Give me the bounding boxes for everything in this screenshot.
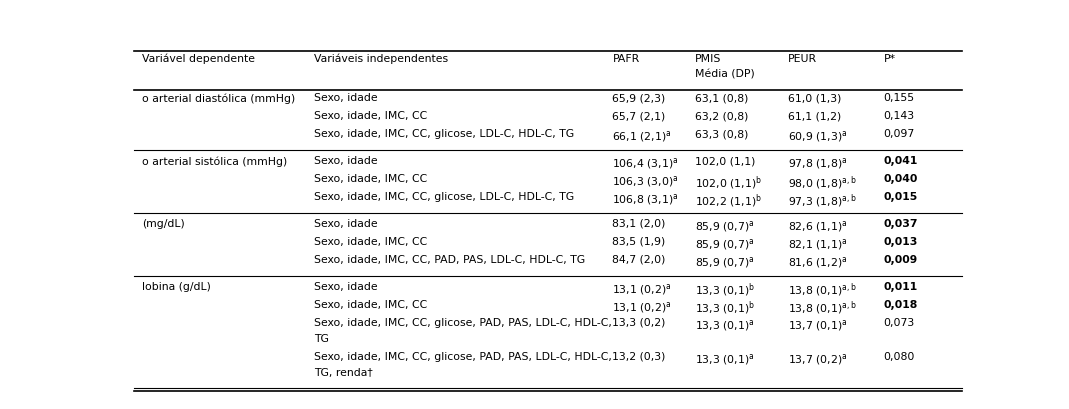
Text: 0,073: 0,073 — [883, 318, 915, 328]
Text: 0,013: 0,013 — [883, 237, 918, 247]
Text: PAFR: PAFR — [613, 54, 639, 64]
Text: 63,1 (0,8): 63,1 (0,8) — [695, 93, 748, 103]
Text: Sexo, idade: Sexo, idade — [314, 93, 377, 103]
Text: 13,3 (0,2): 13,3 (0,2) — [613, 318, 666, 328]
Text: 106,4 (3,1)$^{\mathrm{a}}$: 106,4 (3,1)$^{\mathrm{a}}$ — [613, 156, 679, 171]
Text: 13,3 (0,1)$^{\mathrm{a}}$: 13,3 (0,1)$^{\mathrm{a}}$ — [695, 352, 755, 367]
Text: 63,2 (0,8): 63,2 (0,8) — [695, 111, 748, 121]
Text: Sexo, idade: Sexo, idade — [314, 282, 377, 292]
Text: o arterial sistólica (mmHg): o arterial sistólica (mmHg) — [142, 156, 288, 166]
Text: 85,9 (0,7)$^{\mathrm{a}}$: 85,9 (0,7)$^{\mathrm{a}}$ — [695, 219, 755, 234]
Text: 63,3 (0,8): 63,3 (0,8) — [695, 129, 748, 139]
Text: 66,1 (2,1)$^{\mathrm{a}}$: 66,1 (2,1)$^{\mathrm{a}}$ — [613, 129, 672, 144]
Text: 81,6 (1,2)$^{\mathrm{a}}$: 81,6 (1,2)$^{\mathrm{a}}$ — [788, 255, 848, 270]
Text: Sexo, idade, IMC, CC, glicose, LDL-C, HDL-C, TG: Sexo, idade, IMC, CC, glicose, LDL-C, HD… — [314, 192, 574, 202]
Text: 102,0 (1,1)$^{\mathrm{b}}$: 102,0 (1,1)$^{\mathrm{b}}$ — [695, 174, 762, 192]
Text: Sexo, idade, IMC, CC, glicose, LDL-C, HDL-C, TG: Sexo, idade, IMC, CC, glicose, LDL-C, HD… — [314, 129, 574, 139]
Text: Sexo, idade, IMC, CC: Sexo, idade, IMC, CC — [314, 111, 428, 121]
Text: 82,6 (1,1)$^{\mathrm{a}}$: 82,6 (1,1)$^{\mathrm{a}}$ — [788, 219, 848, 234]
Text: (mg/dL): (mg/dL) — [142, 219, 185, 229]
Text: 13,1 (0,2)$^{\mathrm{a}}$: 13,1 (0,2)$^{\mathrm{a}}$ — [613, 282, 672, 297]
Text: 0,015: 0,015 — [883, 192, 917, 202]
Text: 0,037: 0,037 — [883, 219, 918, 229]
Text: 13,2 (0,3): 13,2 (0,3) — [613, 352, 666, 362]
Text: 0,018: 0,018 — [883, 300, 917, 310]
Text: 0,041: 0,041 — [883, 156, 918, 166]
Text: 83,5 (1,9): 83,5 (1,9) — [613, 237, 666, 247]
Text: 83,1 (2,0): 83,1 (2,0) — [613, 219, 666, 229]
Text: 13,7 (0,2)$^{\mathrm{a}}$: 13,7 (0,2)$^{\mathrm{a}}$ — [788, 352, 848, 367]
Text: 0,011: 0,011 — [883, 282, 917, 292]
Text: 0,143: 0,143 — [883, 111, 914, 121]
Text: 85,9 (0,7)$^{\mathrm{a}}$: 85,9 (0,7)$^{\mathrm{a}}$ — [695, 237, 755, 252]
Text: 0,155: 0,155 — [883, 93, 914, 103]
Text: Sexo, idade, IMC, CC, glicose, PAD, PAS, LDL-C, HDL-C,: Sexo, idade, IMC, CC, glicose, PAD, PAS,… — [314, 352, 613, 362]
Text: 0,009: 0,009 — [883, 255, 917, 265]
Text: 98,0 (1,8)$^{\mathrm{a,b}}$: 98,0 (1,8)$^{\mathrm{a,b}}$ — [788, 174, 856, 192]
Text: 13,8 (0,1)$^{\mathrm{a,b}}$: 13,8 (0,1)$^{\mathrm{a,b}}$ — [788, 282, 856, 299]
Text: 106,3 (3,0)$^{\mathrm{a}}$: 106,3 (3,0)$^{\mathrm{a}}$ — [613, 174, 679, 189]
Text: 13,1 (0,2)$^{\mathrm{a}}$: 13,1 (0,2)$^{\mathrm{a}}$ — [613, 300, 672, 315]
Text: TG: TG — [314, 334, 329, 344]
Text: TG, renda†: TG, renda† — [314, 368, 373, 378]
Text: 13,7 (0,1)$^{\mathrm{a}}$: 13,7 (0,1)$^{\mathrm{a}}$ — [788, 318, 848, 333]
Text: 13,8 (0,1)$^{\mathrm{a,b}}$: 13,8 (0,1)$^{\mathrm{a,b}}$ — [788, 300, 856, 317]
Text: 65,9 (2,3): 65,9 (2,3) — [613, 93, 666, 103]
Text: Variável dependente: Variável dependente — [142, 54, 254, 64]
Text: 65,7 (2,1): 65,7 (2,1) — [613, 111, 666, 121]
Text: 60,9 (1,3)$^{\mathrm{a}}$: 60,9 (1,3)$^{\mathrm{a}}$ — [788, 129, 848, 144]
Text: Sexo, idade, IMC, CC: Sexo, idade, IMC, CC — [314, 237, 428, 247]
Text: 13,3 (0,1)$^{\mathrm{a}}$: 13,3 (0,1)$^{\mathrm{a}}$ — [695, 318, 755, 333]
Text: 97,8 (1,8)$^{\mathrm{a}}$: 97,8 (1,8)$^{\mathrm{a}}$ — [788, 156, 848, 171]
Text: 61,1 (1,2): 61,1 (1,2) — [788, 111, 841, 121]
Text: o arterial diastólica (mmHg): o arterial diastólica (mmHg) — [142, 93, 295, 103]
Text: Sexo, idade: Sexo, idade — [314, 219, 377, 229]
Text: 61,0 (1,3): 61,0 (1,3) — [788, 93, 841, 103]
Text: PMIS: PMIS — [695, 54, 722, 64]
Text: Sexo, idade: Sexo, idade — [314, 156, 377, 166]
Text: 84,7 (2,0): 84,7 (2,0) — [613, 255, 666, 265]
Text: Sexo, idade, IMC, CC, PAD, PAS, LDL-C, HDL-C, TG: Sexo, idade, IMC, CC, PAD, PAS, LDL-C, H… — [314, 255, 586, 265]
Text: 82,1 (1,1)$^{\mathrm{a}}$: 82,1 (1,1)$^{\mathrm{a}}$ — [788, 237, 848, 252]
Text: Sexo, idade, IMC, CC: Sexo, idade, IMC, CC — [314, 300, 428, 310]
Text: lobina (g/dL): lobina (g/dL) — [142, 282, 211, 292]
Text: 102,2 (1,1)$^{\mathrm{b}}$: 102,2 (1,1)$^{\mathrm{b}}$ — [695, 192, 762, 210]
Text: 13,3 (0,1)$^{\mathrm{b}}$: 13,3 (0,1)$^{\mathrm{b}}$ — [695, 282, 756, 299]
Text: 85,9 (0,7)$^{\mathrm{a}}$: 85,9 (0,7)$^{\mathrm{a}}$ — [695, 255, 755, 270]
Text: 0,040: 0,040 — [883, 174, 918, 184]
Text: PEUR: PEUR — [788, 54, 817, 64]
Text: Sexo, idade, IMC, CC, glicose, PAD, PAS, LDL-C, HDL-C,: Sexo, idade, IMC, CC, glicose, PAD, PAS,… — [314, 318, 613, 328]
Text: Variáveis independentes: Variáveis independentes — [314, 54, 448, 64]
Text: Sexo, idade, IMC, CC: Sexo, idade, IMC, CC — [314, 174, 428, 184]
Text: 0,080: 0,080 — [883, 352, 915, 362]
Text: 97,3 (1,8)$^{\mathrm{a,b}}$: 97,3 (1,8)$^{\mathrm{a,b}}$ — [788, 192, 856, 210]
Text: Média (DP): Média (DP) — [695, 70, 755, 80]
Text: P*: P* — [883, 54, 896, 64]
Text: 0,097: 0,097 — [883, 129, 915, 139]
Text: 102,0 (1,1): 102,0 (1,1) — [695, 156, 756, 166]
Text: 13,3 (0,1)$^{\mathrm{b}}$: 13,3 (0,1)$^{\mathrm{b}}$ — [695, 300, 756, 317]
Text: 106,8 (3,1)$^{\mathrm{a}}$: 106,8 (3,1)$^{\mathrm{a}}$ — [613, 192, 679, 207]
